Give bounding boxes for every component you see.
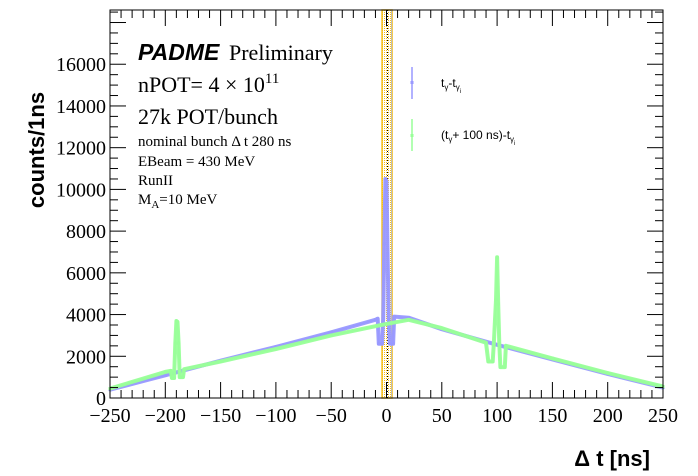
data-point: [182, 367, 186, 371]
data-point: [385, 179, 388, 183]
x-tick-label: 250: [648, 405, 678, 427]
y-tick-label: 10000: [56, 179, 106, 201]
data-point: [373, 318, 377, 322]
y-tick-label: 6000: [66, 263, 106, 285]
experiment-label: PADME: [138, 39, 220, 65]
data-point: [497, 342, 501, 346]
data-point: [491, 359, 495, 363]
data-point: [550, 356, 554, 360]
data-point: [219, 359, 223, 363]
x-tick-label: −50: [316, 405, 347, 427]
legend: tγ-tγi (tγ+ 100 ns)-tγi: [410, 67, 515, 151]
npot-label: nPOT= 4 × 1011: [138, 71, 279, 97]
preliminary-label: Preliminary: [229, 40, 333, 65]
data-point: [494, 298, 498, 302]
x-axis-title: Δ t [ns]: [574, 446, 650, 471]
legend-marker-green: [410, 119, 414, 151]
data-point: [496, 302, 500, 306]
axes: [109, 9, 664, 399]
data-point: [391, 342, 395, 346]
y-tick-label: 0: [96, 388, 106, 410]
y-tick-label: 8000: [66, 221, 106, 243]
data-point: [407, 316, 411, 320]
data-point: [606, 371, 610, 375]
data-point: [382, 242, 386, 246]
data-point: [498, 365, 502, 369]
data-point: [407, 318, 411, 322]
y-tick-label: 4000: [66, 305, 106, 327]
data-point: [495, 255, 499, 259]
tick-labels: −250 −200 −150 −100 −50 0 50 100 150 200 250 0 2000 4…: [56, 54, 678, 427]
data-point: [381, 317, 385, 321]
y-tick-label: 16000: [56, 54, 106, 76]
data-point: [376, 317, 380, 321]
data-point: [392, 315, 396, 319]
data-point: [495, 343, 499, 347]
data-point: [504, 344, 508, 348]
x-tick-label: 50: [432, 405, 452, 427]
ebeam-label: EBeam = 430 MeV: [138, 154, 255, 170]
data-point: [329, 333, 333, 337]
data-point: [492, 342, 496, 346]
y-tick-label: 14000: [56, 96, 106, 118]
x-tick-label: −100: [255, 405, 296, 427]
legend-label-green: (tγ+ 100 ns)-tγi: [441, 128, 515, 147]
series-line-1: [109, 257, 664, 390]
y-axis-title: counts/1ns: [24, 92, 49, 208]
data-point: [169, 369, 173, 373]
x-tick-label: 0: [382, 405, 392, 427]
y-tick-label: 12000: [56, 138, 106, 160]
legend-marker-blue: [410, 67, 414, 99]
annotation-block: PADME Preliminary nPOT= 4 × 1011 27k POT…: [138, 39, 333, 211]
data-point: [274, 345, 278, 349]
data-point: [385, 322, 388, 326]
data-point: [486, 359, 490, 363]
data-point: [274, 347, 278, 351]
data-point: [387, 317, 391, 321]
run-label: RunII: [138, 173, 173, 189]
x-tick-label: 100: [482, 405, 512, 427]
x-tick-label: −200: [145, 405, 186, 427]
bunch-dt-label: nominal bunch Δ t 280 ns: [138, 134, 292, 150]
ma-label: MA=10 MeV: [138, 192, 218, 211]
data-point: [170, 376, 174, 380]
data-point: [386, 252, 390, 256]
data-point: [181, 375, 185, 379]
data-point: [173, 341, 177, 345]
data-point: [388, 342, 392, 346]
x-tick-label: −250: [89, 405, 130, 427]
data-point: [177, 341, 181, 345]
data-point: [172, 376, 176, 380]
data-point: [163, 370, 167, 374]
data-point: [484, 341, 488, 345]
data-point: [383, 177, 387, 181]
x-tick-label: 150: [537, 405, 567, 427]
legend-label-blue: tγ-tγi: [441, 76, 461, 95]
data-point: [380, 342, 384, 346]
data-point: [329, 330, 333, 334]
x-tick-label: −150: [200, 405, 241, 427]
data-point: [178, 375, 182, 379]
data-point: [503, 365, 507, 369]
x-tick-label: 200: [593, 405, 623, 427]
pot-bunch-label: 27k POT/bunch: [138, 104, 278, 129]
data-point: [175, 320, 179, 324]
data-point: [377, 342, 381, 346]
data-point: [163, 373, 167, 377]
y-tick-label: 2000: [66, 346, 106, 368]
data-point: [440, 326, 444, 330]
